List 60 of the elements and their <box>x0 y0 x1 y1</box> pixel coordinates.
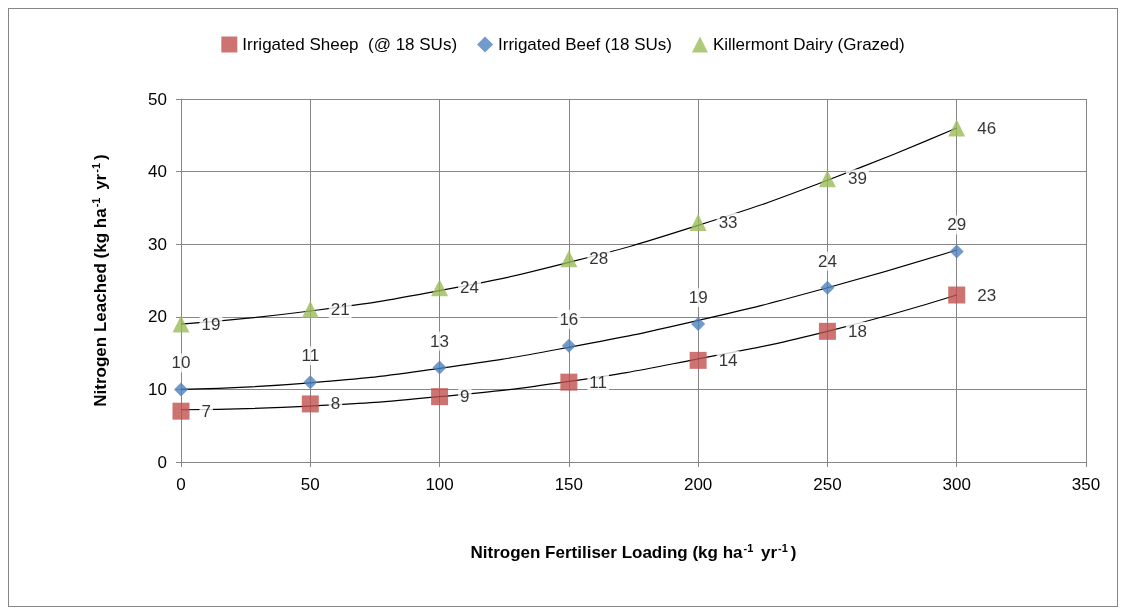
y-axis-title: Nitrogen Leached (kg ha-1 yr-1) <box>89 154 110 407</box>
x-tick-label: 150 <box>554 475 584 494</box>
x-tick-label: 300 <box>942 475 971 494</box>
data-label: 39 <box>847 169 867 189</box>
x-tick-label: 100 <box>425 475 454 494</box>
point <box>949 244 964 259</box>
x-tick-label: 50 <box>300 475 320 494</box>
point <box>301 301 319 319</box>
data-label: 8 <box>330 394 341 414</box>
data-label: 28 <box>589 249 609 269</box>
x-tick-label: 250 <box>813 475 842 494</box>
point <box>431 388 449 406</box>
point <box>431 279 449 297</box>
point <box>818 170 836 188</box>
data-label: 23 <box>977 285 997 305</box>
data-label: 14 <box>718 350 738 370</box>
point <box>561 338 576 353</box>
y-tick-label: 0 <box>157 452 167 472</box>
point <box>820 280 835 295</box>
point <box>560 373 578 391</box>
y-tick-label: 40 <box>148 162 167 182</box>
data-label: 18 <box>847 321 867 341</box>
data-label: 16 <box>559 309 579 329</box>
x-tick-label: 350 <box>1071 475 1101 494</box>
legend-label: Irrigated Sheep (@ 18 SUs) <box>242 35 458 54</box>
x-tick-label: 200 <box>683 475 713 494</box>
data-label: 7 <box>201 401 211 421</box>
point <box>303 375 318 390</box>
point <box>174 382 188 397</box>
data-label: 11 <box>301 346 320 366</box>
point <box>948 119 966 137</box>
x-tick-label: 0 <box>176 475 186 494</box>
point <box>948 286 966 304</box>
data-label: 24 <box>817 251 837 271</box>
legend-label: Killermont Dairy (Grazed) <box>712 35 905 54</box>
data-label: 9 <box>460 387 470 407</box>
data-label: 46 <box>977 118 997 138</box>
point <box>301 395 319 413</box>
point <box>172 402 190 420</box>
data-label: 19 <box>688 288 708 308</box>
point <box>689 213 707 231</box>
point <box>432 360 447 375</box>
point <box>689 351 707 369</box>
point <box>818 322 836 340</box>
y-tick-label: 10 <box>148 379 167 399</box>
point <box>691 317 706 332</box>
data-label: 10 <box>171 353 191 373</box>
y-tick-label: 50 <box>148 89 167 109</box>
point <box>172 315 190 333</box>
data-label: 33 <box>718 212 738 232</box>
y-tick-label: 30 <box>148 234 167 254</box>
data-label: 11 <box>589 372 608 392</box>
data-label: 13 <box>430 331 450 351</box>
data-label: 29 <box>947 215 967 235</box>
point <box>560 250 578 268</box>
data-label: 24 <box>460 278 479 298</box>
data-label: 19 <box>201 314 221 334</box>
y-tick-label: 20 <box>148 307 167 327</box>
data-label: 21 <box>330 300 350 320</box>
legend-label: Irrigated Beef (18 SUs) <box>498 35 672 54</box>
